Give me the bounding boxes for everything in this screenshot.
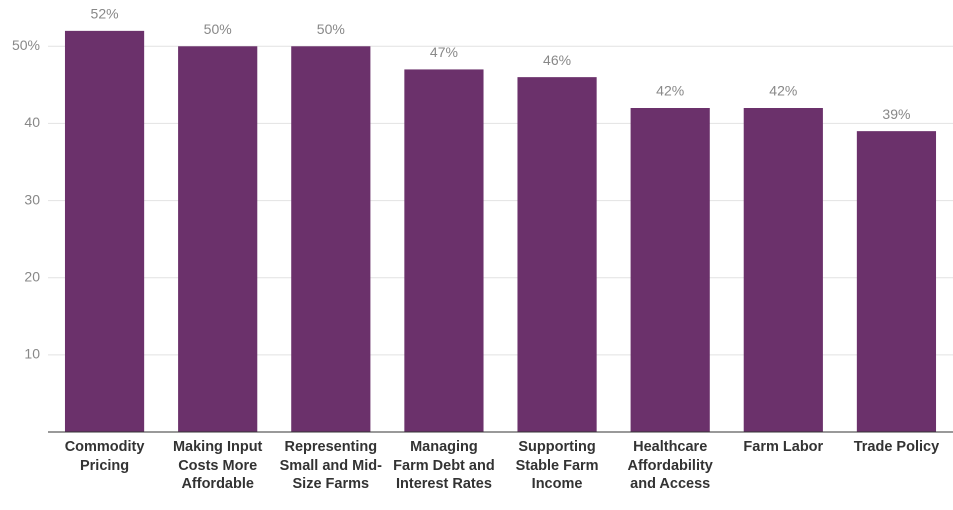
x-tick-label: Commodity Pricing: [64, 439, 145, 474]
y-tick-label: 40: [24, 114, 40, 130]
x-tick-label: Managing Farm Debt and Interest Rates: [393, 439, 495, 492]
value-label: 47%: [430, 44, 458, 60]
bar: [743, 108, 823, 432]
bar: [404, 69, 484, 432]
value-label: 42%: [769, 83, 797, 99]
x-tick-label: Farm Labor: [743, 439, 824, 455]
value-label: 50%: [204, 21, 232, 37]
value-label: 46%: [543, 52, 571, 68]
bar: [64, 30, 145, 432]
value-label: 52%: [91, 6, 119, 22]
y-tick-label: 20: [24, 268, 40, 284]
value-label: 39%: [882, 106, 910, 122]
y-tick-label: 10: [24, 346, 40, 362]
value-label: 50%: [317, 21, 345, 37]
x-tick-label: Making Input Costs More Affordable: [172, 439, 263, 492]
bar: [630, 108, 710, 432]
x-tick-label: Healthcare Affordability and Access: [627, 439, 713, 492]
bar: [856, 131, 937, 432]
bar: [178, 46, 258, 433]
y-tick-label: 30: [24, 191, 40, 207]
x-tick-label: Representing Small and Mid-Size Farms: [279, 439, 382, 492]
value-label: 42%: [656, 83, 684, 99]
y-tick-label: 50%: [12, 37, 40, 53]
bar: [291, 46, 371, 433]
x-tick-label: Supporting Stable Farm Income: [515, 439, 599, 492]
x-tick-label: Trade Policy: [853, 439, 940, 455]
bar: [517, 77, 597, 433]
